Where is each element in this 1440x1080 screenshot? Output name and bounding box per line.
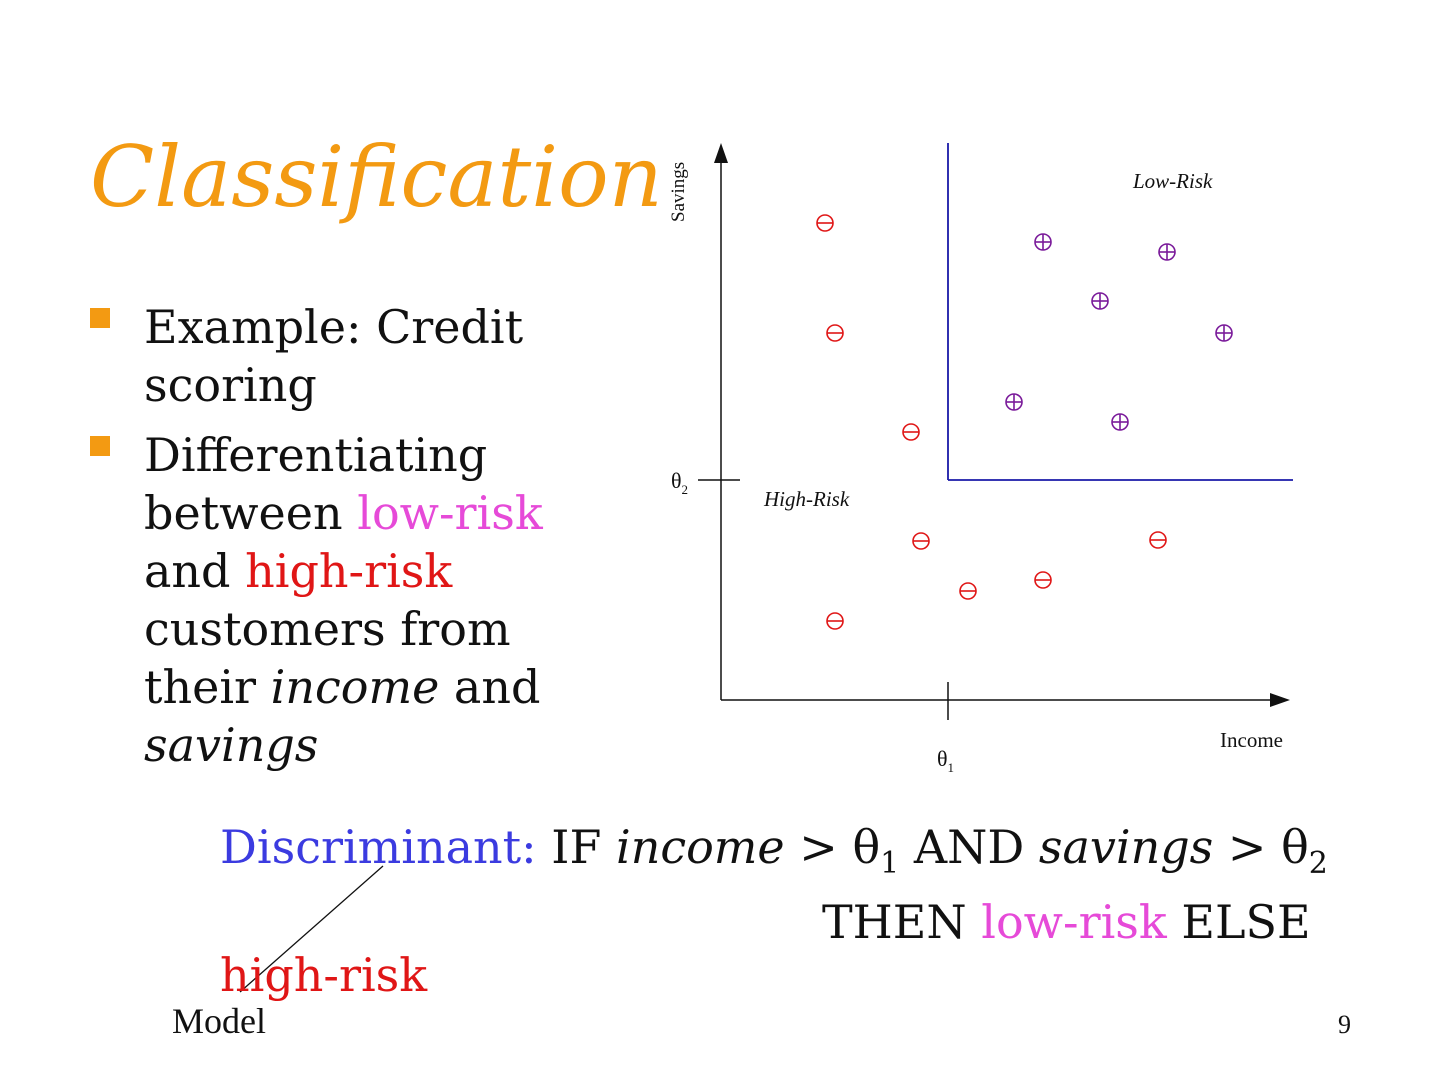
low-risk-point: [1158, 243, 1176, 261]
bullet-list: Example: Credit scoring Differentiating …: [90, 298, 610, 786]
income-term: income: [270, 660, 440, 714]
bullet-square-icon: [90, 308, 110, 328]
model-pointer-line: [239, 865, 384, 993]
high-risk-point: [902, 423, 920, 441]
high-risk-region-label: High-Risk: [763, 487, 850, 511]
discriminant-label: Discriminant:: [220, 820, 537, 874]
x-axis-label: Income: [1220, 728, 1283, 752]
high-risk-point: [826, 612, 844, 630]
low-risk-point: [1215, 324, 1233, 342]
y-axis-label: Savings: [668, 162, 689, 222]
low-risk-point: [1091, 292, 1109, 310]
low-risk-term: low-risk: [357, 486, 543, 540]
bullet-text-2: Differentiating between low-risk and hig…: [144, 428, 543, 772]
bullet-item-2: Differentiating between low-risk and hig…: [90, 426, 610, 774]
y-axis-arrow-icon: [714, 143, 728, 163]
bullet-item-1: Example: Credit scoring: [90, 298, 610, 414]
page-number: 9: [1338, 1010, 1351, 1039]
bullet-text-1: Example: Credit scoring: [144, 300, 524, 412]
discriminant-rule-line-1: Discriminant: IF income > θ1 AND savings…: [220, 820, 1328, 882]
high-risk-point: [826, 324, 844, 342]
theta2-label: θ2: [671, 468, 688, 497]
model-annotation: Model: [172, 1001, 266, 1041]
theta1-label: θ1: [937, 746, 954, 775]
low-risk-point: [1034, 233, 1052, 251]
high-risk-point: [959, 582, 977, 600]
savings-term: savings: [144, 718, 319, 772]
bullet-square-icon: [90, 436, 110, 456]
low-risk-region-label: Low-Risk: [1132, 169, 1213, 193]
high-risk-term: high-risk: [245, 544, 453, 598]
high-risk-point: [912, 532, 930, 550]
discriminant-rule-line-3: high-risk: [220, 948, 428, 1002]
high-risk-point: [1149, 531, 1167, 549]
slide-title: Classification: [90, 128, 663, 226]
low-risk-point: [1111, 413, 1129, 431]
discriminant-rule-line-2: THEN low-risk ELSE: [822, 895, 1311, 949]
low-risk-point: [1005, 393, 1023, 411]
high-risk-point: [816, 214, 834, 232]
high-risk-point: [1034, 571, 1052, 589]
x-axis-arrow-icon: [1270, 693, 1290, 707]
